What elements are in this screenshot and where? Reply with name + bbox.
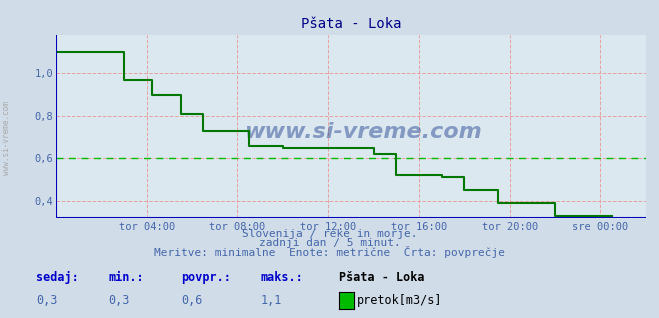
- Text: Pšata - Loka: Pšata - Loka: [339, 272, 425, 284]
- Text: maks.:: maks.:: [260, 272, 303, 284]
- Text: povpr.:: povpr.:: [181, 272, 231, 284]
- Text: 0,3: 0,3: [36, 294, 57, 307]
- Text: min.:: min.:: [109, 272, 144, 284]
- Text: pretok[m3/s]: pretok[m3/s]: [357, 294, 443, 307]
- Text: zadnji dan / 5 minut.: zadnji dan / 5 minut.: [258, 238, 401, 248]
- Text: sedaj:: sedaj:: [36, 272, 79, 284]
- Text: 0,3: 0,3: [109, 294, 130, 307]
- Text: 1,1: 1,1: [260, 294, 281, 307]
- Text: 0,6: 0,6: [181, 294, 202, 307]
- Text: Meritve: minimalne  Enote: metrične  Črta: povprečje: Meritve: minimalne Enote: metrične Črta:…: [154, 246, 505, 258]
- Text: www.si-vreme.com: www.si-vreme.com: [2, 101, 11, 175]
- Title: Pšata - Loka: Pšata - Loka: [301, 17, 401, 31]
- Text: Slovenija / reke in morje.: Slovenija / reke in morje.: [242, 229, 417, 239]
- Text: www.si-vreme.com: www.si-vreme.com: [244, 122, 482, 142]
